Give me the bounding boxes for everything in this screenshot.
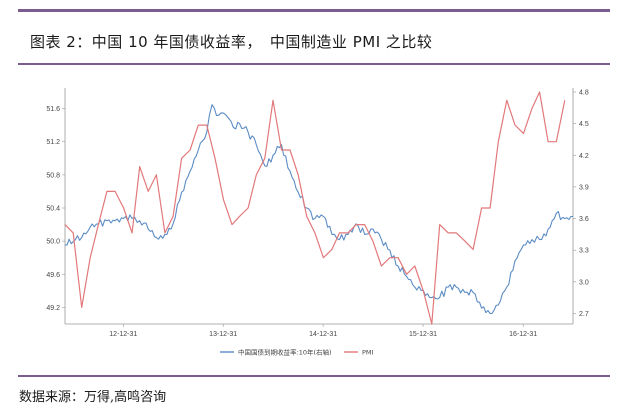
top-rule [18, 9, 610, 12]
figure-title: 图表 2：中国 10 年国债收益率， 中国制造业 PMI 之比较 [30, 33, 433, 51]
y-right-tick-label: 3.9 [579, 184, 589, 191]
y-left-tick-label: 50.4 [46, 206, 60, 213]
x-tick-label: 15-12-31 [409, 331, 437, 338]
legend-label-1: PMI [362, 348, 374, 356]
x-tick-label: 12-12-31 [109, 331, 137, 338]
y-right-tick-label: 3.6 [579, 216, 589, 223]
bottom-rule [18, 375, 610, 377]
source-note: 数据来源：万得,高鸣咨询 [19, 390, 167, 405]
x-tick-label: 16-12-31 [509, 331, 537, 338]
y-left-tick-label: 49.6 [46, 272, 60, 279]
y-right-tick-label: 2.7 [579, 311, 589, 318]
yield-series-line [65, 104, 574, 315]
x-tick-label: 13-12-31 [209, 331, 237, 338]
y-left-tick-label: 51.6 [46, 106, 60, 113]
y-right-tick-label: 4.2 [579, 153, 589, 160]
y-right-tick-label: 4.8 [579, 90, 589, 97]
y-left-tick-label: 49.2 [46, 305, 60, 312]
title-rule [18, 63, 610, 65]
chart-area: 49.2 49.6 50.0 50.4 50.8 51.2 51.6 2.7 3.0 3.3 3.6… [45, 80, 610, 365]
x-tick-label: 14-12-31 [309, 331, 337, 338]
y-right-tick-label: 3.0 [579, 279, 589, 286]
y-right-tick-label: 3.3 [579, 248, 589, 255]
y-left-tick-label: 50.8 [46, 172, 60, 179]
y-left-tick-label: 51.2 [46, 139, 60, 146]
y-left-tick-label: 50.0 [46, 239, 60, 246]
y-right-tick-label: 4.5 [579, 121, 589, 128]
chart-svg: 49.2 49.6 50.0 50.4 50.8 51.2 51.6 2.7 3.0 3.3 3.6… [46, 88, 589, 356]
pmi-series-line [64, 91, 566, 325]
legend-label-0: 中国国债到期收益率:10年(右轴) [238, 347, 332, 356]
